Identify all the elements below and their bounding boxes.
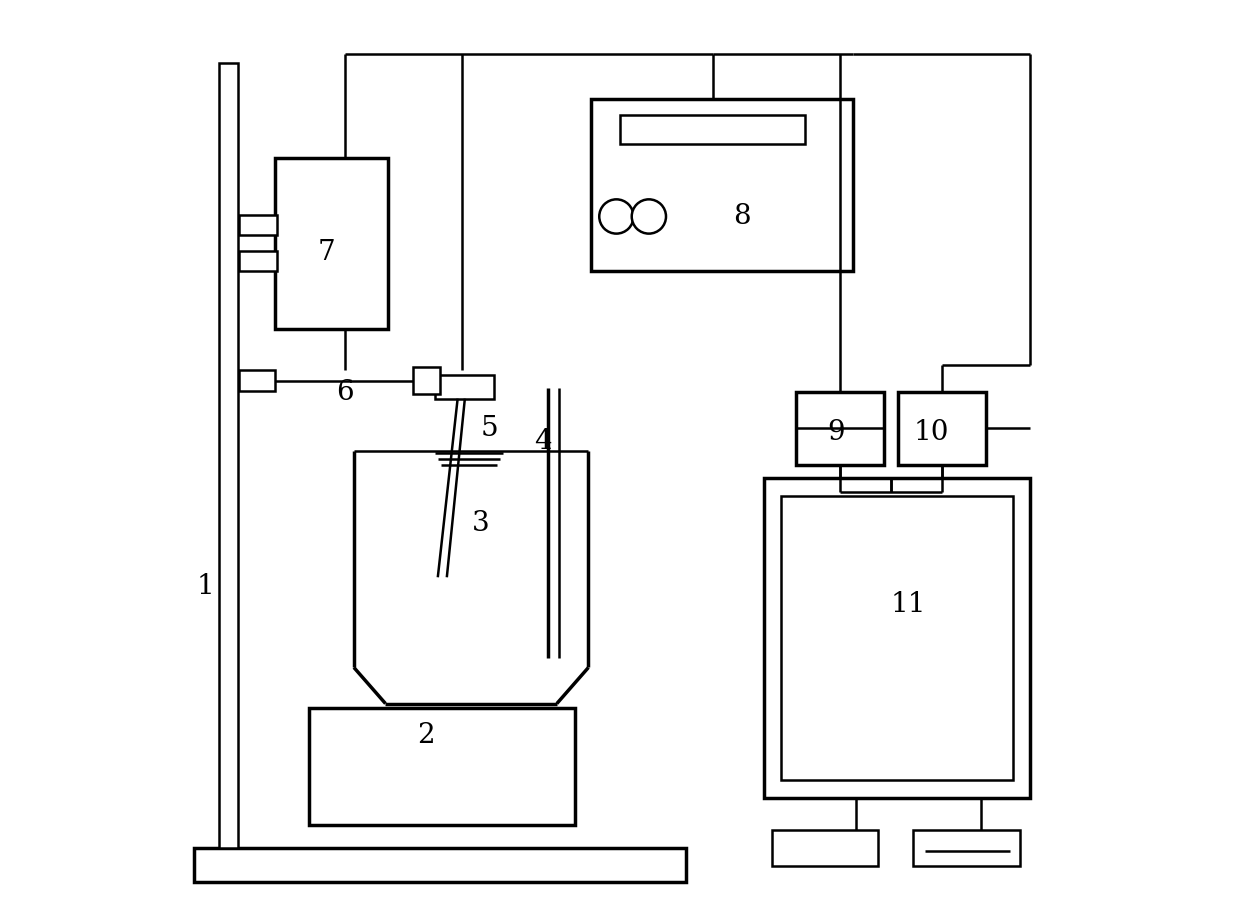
Bar [435,375,494,399]
Bar [913,830,1019,866]
Bar [239,215,278,235]
Bar [898,392,986,465]
Bar [771,830,878,866]
Text: 7: 7 [317,239,336,266]
Bar [195,848,686,882]
Bar [413,367,440,394]
Bar [591,99,853,271]
Bar [620,115,805,144]
Text: 11: 11 [890,591,926,618]
Text: 9: 9 [827,419,846,446]
Text: 6: 6 [336,379,353,406]
Text: 1: 1 [196,573,215,600]
Bar [309,708,575,825]
Bar [780,496,1013,780]
Bar [796,392,884,465]
Bar [218,63,238,848]
Bar [275,158,388,329]
Text: 2: 2 [417,722,435,749]
Bar [239,370,275,391]
Circle shape [599,199,634,234]
Text: 4: 4 [534,428,552,456]
Text: 8: 8 [733,203,750,230]
Text: 3: 3 [471,510,489,537]
Text: 10: 10 [914,419,949,446]
Text: 5: 5 [480,415,498,442]
Bar [764,478,1030,798]
Bar [239,251,278,271]
Circle shape [631,199,666,234]
